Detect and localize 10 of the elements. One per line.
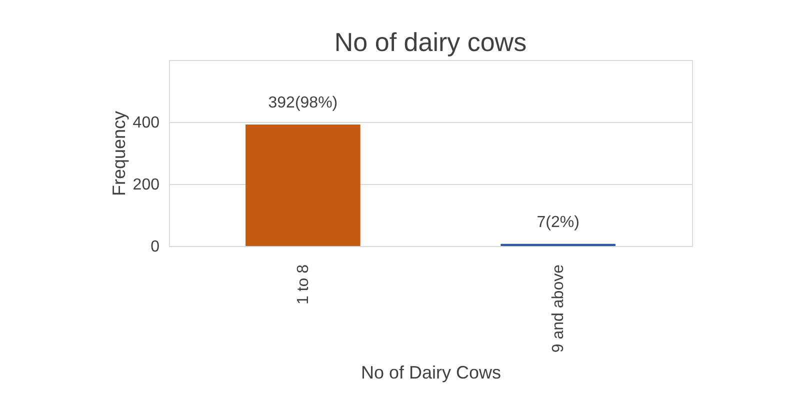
y-tick-label: 400 [132,114,160,132]
y-tick-label: 0 [150,238,160,256]
x-tick-label: 1 to 8 [294,264,312,305]
data-label: 7(2%) [536,214,580,231]
y-tick-label: 200 [132,176,160,194]
chart-title: No of dairy cows [334,27,527,57]
x-axis-title: No of Dairy Cows [360,362,502,383]
x-tick-label: 9 and above [550,264,568,353]
data-label: 392(98%) [268,94,338,112]
y-axis-title: Frequency [108,110,129,196]
